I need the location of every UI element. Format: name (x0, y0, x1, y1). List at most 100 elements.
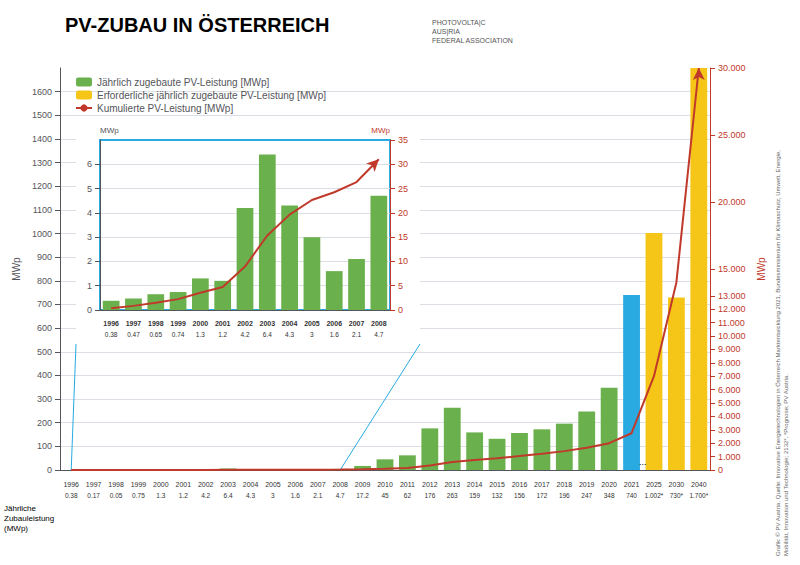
svg-text:1600: 1600 (32, 87, 52, 97)
svg-text:730*: 730* (670, 492, 684, 499)
svg-text:1400: 1400 (32, 134, 52, 144)
svg-text:62: 62 (404, 492, 412, 499)
svg-text:0: 0 (47, 465, 52, 475)
svg-text:196: 196 (559, 492, 570, 499)
svg-text:Jährlich zugebaute PV-Leistung: Jährlich zugebaute PV-Leistung [MWp] (97, 77, 270, 88)
svg-text:0.38: 0.38 (105, 331, 118, 338)
svg-text:FEDERAL ASSOCIATION: FEDERAL ASSOCIATION (432, 37, 513, 44)
svg-text:13.000: 13.000 (718, 291, 746, 301)
svg-text:10.000: 10.000 (718, 331, 746, 341)
svg-text:263: 263 (447, 492, 458, 499)
svg-text:4: 4 (87, 208, 92, 218)
svg-text:4.2: 4.2 (201, 492, 210, 499)
svg-text:2020: 2020 (601, 481, 617, 488)
svg-text:5: 5 (87, 184, 92, 194)
svg-text:0: 0 (718, 465, 723, 475)
svg-text:30: 30 (398, 159, 408, 169)
svg-text:8.000: 8.000 (718, 358, 741, 368)
svg-text:45: 45 (381, 492, 389, 499)
svg-text:2005: 2005 (304, 320, 320, 327)
svg-text:25.000: 25.000 (718, 130, 746, 140)
svg-text:6: 6 (87, 159, 92, 169)
svg-text:500: 500 (37, 347, 52, 357)
svg-text:0.17: 0.17 (87, 492, 100, 499)
svg-text:4.7: 4.7 (336, 492, 345, 499)
svg-text:12.000: 12.000 (718, 304, 746, 314)
svg-text:1500: 1500 (32, 110, 52, 120)
svg-text:35: 35 (398, 135, 408, 145)
svg-text:...: ... (639, 457, 647, 467)
svg-text:2006: 2006 (326, 320, 342, 327)
svg-text:2008: 2008 (332, 481, 348, 488)
svg-text:1: 1 (87, 281, 92, 291)
svg-text:300: 300 (37, 394, 52, 404)
svg-text:132: 132 (492, 492, 503, 499)
svg-text:2012: 2012 (422, 481, 438, 488)
svg-text:Jährliche: Jährliche (4, 504, 37, 513)
svg-text:30.000: 30.000 (718, 63, 746, 73)
svg-text:2008: 2008 (371, 320, 387, 327)
svg-text:Grafik: © PV Austria. Quelle:: Grafik: © PV Austria. Quelle: Innovative… (775, 150, 781, 556)
svg-text:900: 900 (37, 252, 52, 262)
svg-text:159: 159 (469, 492, 480, 499)
svg-text:1.2: 1.2 (179, 492, 188, 499)
svg-text:0: 0 (87, 305, 92, 315)
svg-text:1998: 1998 (108, 481, 124, 488)
svg-text:2014: 2014 (467, 481, 483, 488)
svg-text:200: 200 (37, 418, 52, 428)
svg-text:0.05: 0.05 (110, 492, 123, 499)
svg-text:2040: 2040 (691, 481, 707, 488)
svg-text:348: 348 (604, 492, 615, 499)
svg-text:2030: 2030 (669, 481, 685, 488)
svg-text:Erforderliche jährlich zugebau: Erforderliche jährlich zugebaute PV-Leis… (97, 90, 326, 101)
svg-text:3.000: 3.000 (718, 425, 741, 435)
svg-text:1.2: 1.2 (218, 331, 227, 338)
svg-text:5: 5 (398, 281, 403, 291)
svg-text:1996: 1996 (63, 481, 79, 488)
svg-text:2018: 2018 (557, 481, 573, 488)
svg-text:MWp: MWp (100, 126, 119, 135)
svg-text:6.4: 6.4 (224, 492, 233, 499)
svg-text:2016: 2016 (512, 481, 528, 488)
svg-text:3: 3 (87, 232, 92, 242)
svg-text:2.000: 2.000 (718, 438, 741, 448)
svg-text:2017: 2017 (534, 481, 550, 488)
svg-text:PHOTOVOLTA|C: PHOTOVOLTA|C (432, 19, 486, 27)
svg-text:1998: 1998 (148, 320, 164, 327)
svg-text:4.3: 4.3 (285, 331, 294, 338)
svg-text:4.000: 4.000 (718, 411, 741, 421)
svg-text:10: 10 (398, 256, 408, 266)
svg-text:156: 156 (514, 492, 525, 499)
svg-text:0: 0 (398, 305, 403, 315)
svg-text:6.4: 6.4 (263, 331, 272, 338)
svg-text:0.65: 0.65 (149, 331, 162, 338)
svg-text:(MWp): (MWp) (4, 524, 28, 533)
svg-text:172: 172 (536, 492, 547, 499)
svg-text:5.000: 5.000 (718, 398, 741, 408)
svg-text:2000: 2000 (193, 320, 209, 327)
svg-text:2002: 2002 (198, 481, 214, 488)
svg-text:2025: 2025 (646, 481, 662, 488)
svg-text:2006: 2006 (288, 481, 304, 488)
svg-text:2010: 2010 (377, 481, 393, 488)
svg-text:1.000: 1.000 (718, 452, 741, 462)
svg-text:MWp: MWp (756, 257, 767, 281)
svg-text:2007: 2007 (349, 320, 365, 327)
svg-text:6.000: 6.000 (718, 385, 741, 395)
svg-text:MWp: MWp (371, 126, 390, 135)
svg-text:1999: 1999 (170, 320, 186, 327)
svg-text:1.3: 1.3 (196, 331, 205, 338)
svg-text:700: 700 (37, 299, 52, 309)
svg-text:Kumulierte PV-Leistung [MWp]: Kumulierte PV-Leistung [MWp] (97, 103, 233, 114)
svg-text:PV-ZUBAU IN ÖSTERREICH: PV-ZUBAU IN ÖSTERREICH (65, 14, 329, 36)
svg-text:800: 800 (37, 276, 52, 286)
svg-text:1300: 1300 (32, 158, 52, 168)
svg-text:740: 740 (626, 492, 637, 499)
svg-text:1.3: 1.3 (156, 492, 165, 499)
svg-text:20.000: 20.000 (718, 197, 746, 207)
svg-text:1200: 1200 (32, 181, 52, 191)
svg-text:4.2: 4.2 (240, 331, 249, 338)
svg-text:2007: 2007 (310, 481, 326, 488)
svg-text:MWp: MWp (11, 257, 22, 281)
svg-text:17.2: 17.2 (356, 492, 369, 499)
